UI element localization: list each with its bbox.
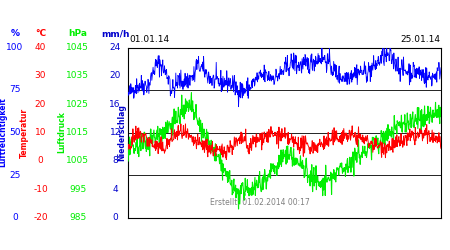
Text: 1005: 1005 — [66, 156, 90, 165]
Text: hPa: hPa — [68, 29, 87, 38]
Text: 1015: 1015 — [66, 128, 90, 137]
Text: 0: 0 — [112, 213, 118, 222]
Text: 1025: 1025 — [67, 100, 89, 109]
Text: 100: 100 — [6, 43, 23, 52]
Text: Temperatur: Temperatur — [20, 108, 29, 158]
Text: Luftdruck: Luftdruck — [58, 112, 67, 154]
Text: %: % — [10, 29, 19, 38]
Text: -20: -20 — [33, 213, 48, 222]
Text: 75: 75 — [9, 86, 21, 94]
Text: 20: 20 — [109, 71, 121, 80]
Text: 4: 4 — [112, 185, 118, 194]
Text: Luftfeuchtigkeit: Luftfeuchtigkeit — [0, 98, 8, 168]
Text: 10: 10 — [35, 128, 46, 137]
Text: Niederschlag: Niederschlag — [117, 104, 126, 161]
Text: 01.01.14: 01.01.14 — [129, 35, 169, 44]
Text: 20: 20 — [35, 100, 46, 109]
Text: 1045: 1045 — [67, 43, 89, 52]
Text: 25.01.14: 25.01.14 — [400, 35, 441, 44]
Text: 16: 16 — [109, 100, 121, 109]
Text: 25: 25 — [9, 170, 21, 179]
Text: 12: 12 — [109, 128, 121, 137]
Text: Erstellt: 01.02.2014 00:17: Erstellt: 01.02.2014 00:17 — [210, 198, 310, 207]
Text: 24: 24 — [110, 43, 121, 52]
Text: 0: 0 — [12, 213, 18, 222]
Text: 0: 0 — [38, 156, 43, 165]
Text: 40: 40 — [35, 43, 46, 52]
Text: mm/h: mm/h — [101, 29, 130, 38]
Text: 50: 50 — [9, 128, 21, 137]
Text: 30: 30 — [35, 71, 46, 80]
Text: 995: 995 — [69, 185, 86, 194]
Text: 985: 985 — [69, 213, 86, 222]
Text: 1035: 1035 — [66, 71, 90, 80]
Text: 8: 8 — [112, 156, 118, 165]
Text: °C: °C — [35, 29, 46, 38]
Text: -10: -10 — [33, 185, 48, 194]
